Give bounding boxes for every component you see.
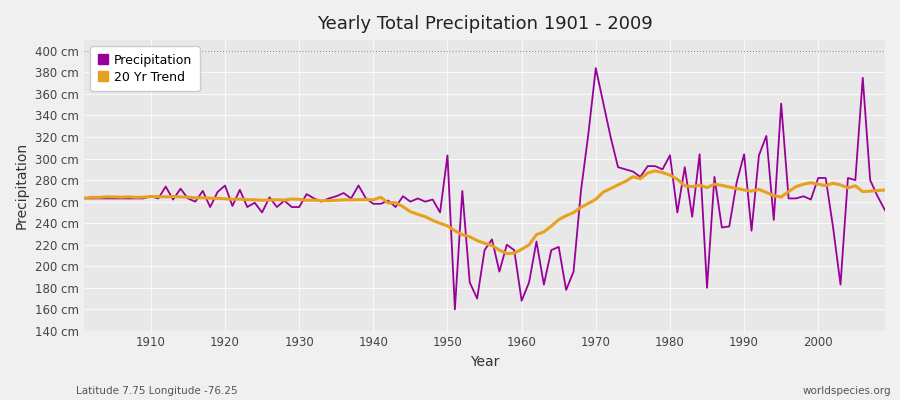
- Y-axis label: Precipitation: Precipitation: [15, 142, 29, 229]
- Text: Latitude 7.75 Longitude -76.25: Latitude 7.75 Longitude -76.25: [76, 386, 238, 396]
- Text: worldspecies.org: worldspecies.org: [803, 386, 891, 396]
- X-axis label: Year: Year: [470, 355, 500, 369]
- Title: Yearly Total Precipitation 1901 - 2009: Yearly Total Precipitation 1901 - 2009: [317, 15, 652, 33]
- Legend: Precipitation, 20 Yr Trend: Precipitation, 20 Yr Trend: [90, 46, 200, 91]
